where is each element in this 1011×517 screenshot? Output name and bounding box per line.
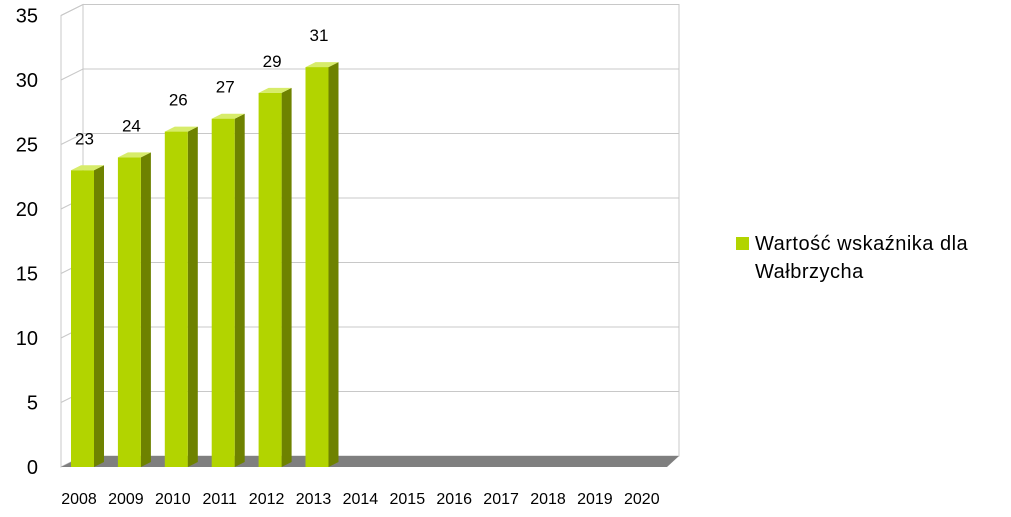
y-tick-label: 25	[16, 135, 38, 157]
x-tick-label: 2009	[108, 491, 144, 508]
bar	[258, 87, 292, 468]
x-tick-label: 2013	[296, 491, 332, 508]
legend: Wartość wskaźnika dla Wałbrzycha	[736, 230, 1006, 286]
y-tick-label: 35	[16, 6, 38, 28]
gridline	[60, 4, 679, 16]
x-tick-label: 2014	[343, 491, 379, 508]
x-tick-label: 2017	[483, 491, 519, 508]
y-tick-label: 15	[16, 264, 38, 286]
bar-front	[305, 67, 329, 467]
gridline	[60, 133, 679, 145]
chart-floor	[61, 456, 679, 467]
x-tick-label: 2018	[530, 491, 566, 508]
data-label: 27	[216, 78, 235, 97]
bar-front	[71, 170, 94, 468]
legend-swatch	[736, 237, 749, 250]
bar-front	[258, 92, 282, 468]
label-layer: 0 5 10 15 20 25 30 35 23 2008 24 2009 26 2010 27 2011 29…	[16, 6, 660, 509]
bar	[305, 62, 339, 467]
bar-top	[305, 62, 339, 68]
bar-top	[211, 113, 245, 119]
data-label: 26	[169, 91, 188, 110]
x-tick-label: 2012	[249, 491, 285, 508]
bar-side	[328, 62, 339, 467]
bar	[117, 152, 151, 467]
bar-top	[164, 126, 198, 132]
bar-front	[117, 157, 141, 467]
y-tick-label: 20	[16, 199, 38, 221]
bar-side	[234, 113, 245, 467]
x-tick-label: 2019	[577, 491, 613, 508]
floor-layer	[61, 456, 679, 467]
bar	[164, 126, 198, 467]
y-tick-label: 0	[27, 457, 38, 479]
y-tick-label: 5	[27, 393, 38, 415]
bar-side	[94, 165, 104, 468]
gridline	[60, 68, 679, 81]
data-label: 31	[310, 26, 329, 45]
bar	[211, 113, 245, 467]
bar-layer	[71, 62, 339, 468]
bar-front	[211, 118, 235, 467]
x-tick-label: 2016	[436, 491, 472, 508]
legend-label: Wartość wskaźnika dla Wałbrzycha	[755, 233, 969, 283]
data-label: 23	[75, 129, 94, 148]
bar-side	[140, 152, 151, 467]
grid-layer	[60, 3, 680, 468]
y-tick-label: 10	[16, 328, 38, 350]
bar-top	[258, 87, 292, 93]
bar-side	[281, 87, 292, 468]
x-tick-label: 2020	[624, 491, 660, 508]
data-label: 24	[122, 116, 141, 135]
bar-top	[71, 165, 104, 171]
y-tick-label: 30	[16, 70, 38, 92]
x-tick-label: 2015	[390, 491, 426, 508]
bar-side	[187, 126, 198, 467]
x-tick-label: 2008	[61, 491, 97, 508]
bar-top	[117, 152, 151, 158]
x-tick-label: 2010	[155, 491, 191, 508]
bar-front	[164, 131, 188, 467]
bar	[71, 165, 104, 468]
data-label: 29	[263, 52, 282, 71]
x-tick-label: 2011	[202, 491, 237, 508]
